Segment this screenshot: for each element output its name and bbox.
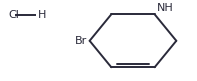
- Text: Br: Br: [74, 36, 87, 46]
- Text: H: H: [37, 10, 46, 20]
- Text: NH: NH: [157, 3, 174, 13]
- Text: Cl: Cl: [8, 10, 19, 20]
